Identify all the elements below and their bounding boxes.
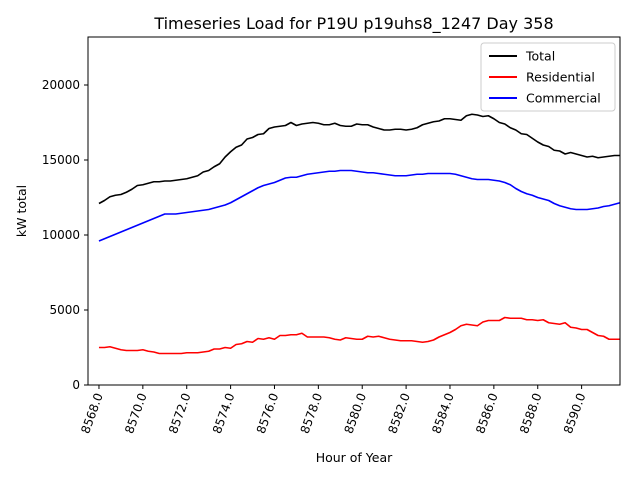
series-line-commercial [98, 169, 621, 242]
y-tick-label: 10000 [42, 228, 80, 242]
y-tick-label: 20000 [42, 78, 80, 92]
series-line-total [98, 113, 620, 205]
legend-label-residential: Residential [526, 70, 595, 85]
legend: Total Residential Commercial [480, 42, 616, 112]
legend-box [480, 42, 616, 112]
legend-label-total: Total [525, 49, 555, 64]
legend-label-commercial: Commercial [526, 91, 601, 106]
y-axis-label: kW total [14, 185, 29, 237]
y-tick-label: 15000 [42, 153, 80, 167]
y-tick-label: 0 [72, 378, 80, 392]
x-axis-label: Hour of Year [316, 450, 393, 465]
y-tick-label: 5000 [49, 303, 80, 317]
axes-frame [87, 36, 621, 386]
series-line-residential [98, 316, 620, 355]
chart-title: Timeseries Load for P19U p19uhs8_1247 Da… [153, 14, 553, 34]
